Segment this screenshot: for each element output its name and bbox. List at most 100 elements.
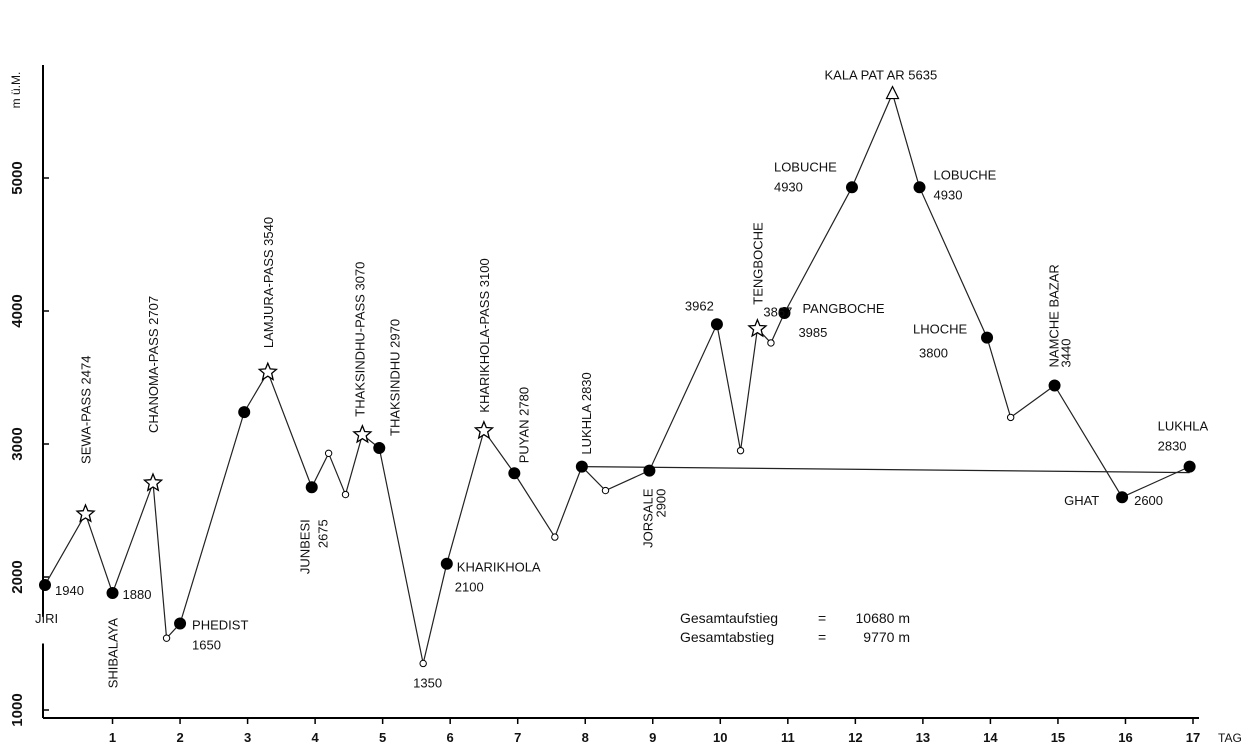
- y-axis-label: m ü.M.: [9, 72, 23, 109]
- point-label: LOBUCHE: [934, 167, 997, 182]
- flight-line: [581, 466, 1190, 474]
- point-label: 2600: [1134, 493, 1163, 508]
- route-labels: 1940 JIRI SEWA-PASS 2474 1880 SHIBALAYA CHANO…: [35, 68, 1209, 691]
- point-label: 3867: [763, 305, 792, 320]
- x-tick-label: 13: [916, 730, 930, 745]
- x-tick-label: 11: [781, 730, 795, 745]
- pass-star: [747, 317, 768, 338]
- waypoint-circle: [324, 449, 333, 458]
- point-label: 3800: [919, 346, 948, 361]
- x-tick-label: 5: [379, 730, 386, 745]
- point-label: 3985: [798, 325, 827, 340]
- point-label: LOBUCHE: [774, 159, 837, 174]
- y-tick-label: 2000: [9, 560, 26, 593]
- point-label: 1650: [192, 638, 221, 653]
- point-label: JUNBESI: [298, 519, 313, 574]
- route-markers: [39, 85, 1196, 668]
- camp-dot: [913, 181, 926, 194]
- pass-star: [142, 472, 164, 492]
- summary-eq: =: [818, 610, 826, 626]
- x-tick-label: 14: [983, 730, 998, 745]
- camp-dot: [106, 586, 119, 599]
- point-label: 4930: [934, 187, 963, 202]
- camp-dot: [373, 441, 386, 454]
- x-axis-label: TAG: [1218, 731, 1242, 745]
- point-label: 2830: [1158, 439, 1187, 454]
- waypoint-circle: [341, 490, 350, 499]
- x-tick-label: 7: [514, 730, 521, 745]
- point-label: THAKSINDHU-PASS 3070: [352, 262, 367, 417]
- point-label: NAMCHE BAZAR: [1047, 264, 1062, 367]
- point-label: 2900: [653, 489, 668, 518]
- point-label: 2675: [316, 519, 331, 548]
- summary-label: Gesamtaufstieg: [680, 610, 778, 626]
- camp-dot: [643, 464, 656, 477]
- summary-box: Gesamtaufstieg = 10680 m Gesamtabstieg = 9770…: [680, 610, 910, 645]
- pass-star: [75, 503, 96, 523]
- waypoint-circle: [551, 533, 559, 541]
- x-tick-label: 3: [244, 730, 251, 745]
- y-tick-label: 5000: [9, 161, 26, 194]
- point-label: TENGBOCHE: [750, 222, 765, 305]
- summary-label: Gesamtabstieg: [680, 629, 774, 645]
- camp-dot: [845, 181, 858, 194]
- camp-dot: [778, 306, 791, 319]
- camp-dot: [981, 331, 994, 344]
- summary-eq: =: [818, 629, 826, 645]
- camp-dot: [39, 578, 51, 591]
- waypoint-circle: [1006, 413, 1015, 422]
- point-label: JORSALE: [640, 488, 655, 548]
- x-tick-label: 9: [649, 730, 656, 745]
- point-label: PHEDIST: [192, 618, 248, 633]
- point-label: 4930: [774, 179, 803, 194]
- point-label: SEWA-PASS 2474: [79, 356, 94, 464]
- summary-value: 9770 m: [863, 629, 910, 645]
- point-label: 1880: [123, 587, 152, 602]
- waypoint-circle: [601, 486, 610, 495]
- y-tick-label: 1000: [9, 693, 26, 726]
- camp-dot: [440, 557, 453, 570]
- camp-dot: [1183, 460, 1196, 473]
- x-tick-label: 17: [1186, 730, 1200, 745]
- pass-star: [257, 361, 279, 381]
- pass-star: [473, 419, 495, 440]
- waypoint-circle: [767, 339, 775, 347]
- y-tick-label: 4000: [9, 294, 26, 327]
- x-tick-label: 10: [713, 730, 727, 745]
- point-label: LAMJURA-PASS 3540: [261, 217, 276, 348]
- camp-dot: [174, 617, 187, 630]
- point-label: 1940: [55, 583, 84, 598]
- camp-dot: [710, 318, 723, 331]
- point-label: 3962: [685, 298, 714, 313]
- camp-dot: [1048, 379, 1061, 392]
- route-line: [44, 91, 1190, 664]
- point-label: LHOCHE: [913, 322, 968, 337]
- camp-dot: [508, 467, 521, 480]
- route-lines: [44, 91, 1190, 664]
- waypoint-circle: [419, 659, 427, 668]
- camp-dot: [305, 481, 318, 494]
- point-label: THAKSINDHU 2970: [387, 319, 402, 436]
- point-label: 1350: [413, 675, 442, 690]
- waypoint-circle: [162, 634, 171, 642]
- point-label: LUKHLA 2830: [579, 372, 594, 454]
- point-label: KHARIKHOLA: [457, 560, 541, 575]
- x-tick-label: 8: [582, 730, 589, 745]
- x-tick-label: 16: [1118, 730, 1132, 745]
- point-label: KHARIKHOLA-PASS 3100: [477, 258, 492, 412]
- x-tick-label: 12: [848, 730, 862, 745]
- camp-dot: [238, 406, 251, 419]
- x-tick-label: 4: [312, 730, 320, 745]
- pass-star: [352, 423, 373, 444]
- point-label: KALA PAT AR 5635: [824, 68, 937, 83]
- camp-dot: [1116, 491, 1129, 504]
- point-label: SHIBALAYA: [106, 618, 121, 689]
- x-tick-label: 6: [447, 730, 454, 745]
- summary-value: 10680 m: [856, 610, 910, 626]
- point-label: 3440: [1059, 339, 1074, 368]
- point-label: JIRI: [35, 611, 58, 626]
- point-label: GHAT: [1064, 493, 1099, 508]
- x-tick-label: 1: [109, 730, 116, 745]
